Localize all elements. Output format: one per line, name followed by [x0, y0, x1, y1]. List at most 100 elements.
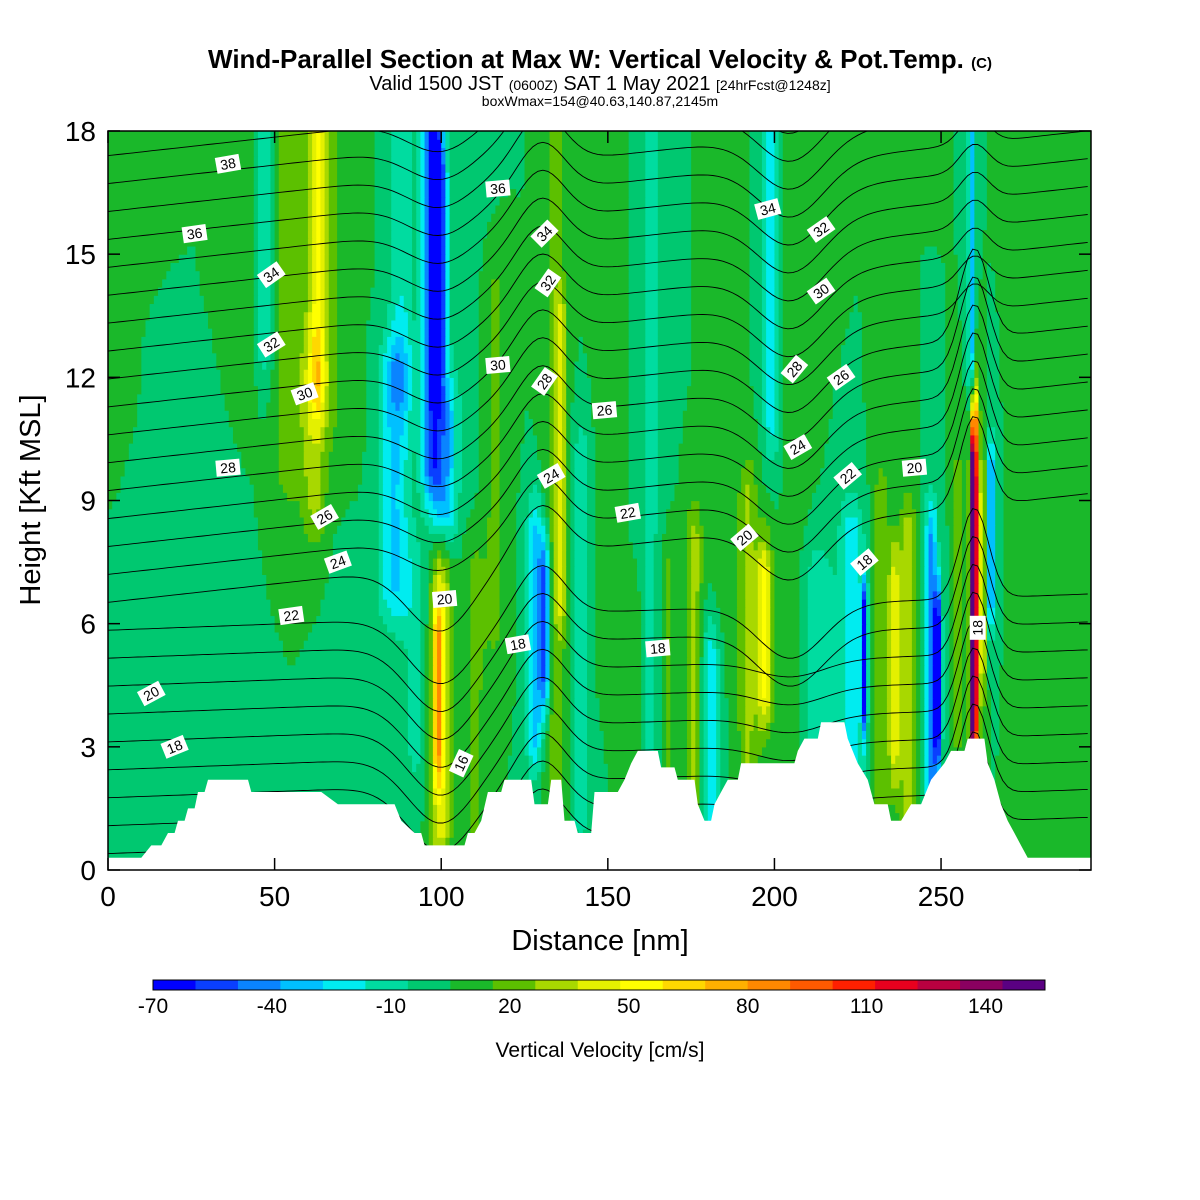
w-cell	[720, 738, 730, 748]
w-cell	[716, 640, 726, 649]
w-cell	[995, 516, 1005, 526]
w-cell	[870, 574, 876, 584]
w-cell	[420, 681, 426, 690]
w-cell	[499, 385, 551, 395]
w-cell	[337, 525, 380, 534]
w-cell	[666, 746, 671, 756]
w-cell	[391, 344, 405, 354]
w-cell	[437, 508, 451, 518]
w-cell	[278, 336, 305, 346]
w-cell	[982, 270, 988, 280]
w-cell	[549, 443, 555, 452]
w-cell	[978, 713, 984, 723]
w-cell	[945, 672, 950, 682]
w-cell	[986, 615, 996, 625]
w-cell	[595, 664, 642, 674]
w-cell	[953, 500, 963, 510]
w-cell	[920, 278, 946, 288]
w-cell	[424, 336, 430, 346]
w-cell	[482, 672, 517, 682]
w-cell	[861, 574, 867, 584]
w-cell	[661, 599, 667, 608]
w-cell	[557, 385, 563, 395]
w-cell	[162, 278, 201, 288]
w-cell	[595, 443, 630, 452]
w-cell	[478, 295, 492, 305]
w-cell	[587, 459, 596, 469]
w-cell	[424, 213, 430, 222]
w-cell	[932, 525, 938, 534]
w-cell	[441, 303, 446, 313]
w-cell	[470, 763, 480, 773]
w-cell	[1003, 541, 1091, 551]
w-cell	[549, 607, 555, 617]
w-cell	[557, 623, 563, 633]
w-cell	[782, 328, 846, 337]
w-cell	[920, 508, 925, 518]
w-cell	[953, 229, 967, 239]
w-cell	[970, 204, 975, 214]
w-cell	[728, 705, 738, 715]
w-cell	[445, 401, 451, 411]
w-cell	[320, 336, 326, 346]
w-cell	[562, 705, 571, 715]
w-cell	[811, 549, 826, 559]
w-cell	[428, 566, 434, 575]
w-cell	[412, 204, 417, 214]
w-cell	[899, 779, 905, 789]
w-cell	[699, 508, 738, 518]
w-cell	[991, 771, 996, 781]
w-cell	[312, 237, 317, 247]
w-cell	[445, 541, 463, 551]
w-cell	[749, 516, 767, 526]
w-cell	[445, 484, 451, 493]
w-cell	[966, 574, 971, 584]
w-cell	[782, 204, 955, 214]
w-cell	[761, 615, 767, 625]
w-cell	[866, 697, 871, 707]
w-cell	[437, 607, 442, 617]
w-cell	[866, 401, 921, 411]
w-cell	[911, 681, 917, 690]
w-cell	[670, 631, 688, 641]
w-cell	[574, 640, 588, 649]
w-cell	[999, 689, 1091, 699]
w-cell	[570, 705, 576, 715]
w-cell	[553, 623, 559, 633]
w-cell	[870, 664, 876, 674]
w-cell	[407, 746, 421, 756]
w-cell	[666, 557, 671, 567]
w-cell	[453, 508, 459, 518]
w-cell	[766, 599, 771, 608]
w-cell	[986, 311, 1000, 321]
w-cell	[391, 245, 413, 255]
w-cell	[416, 237, 421, 247]
w-cell	[736, 566, 746, 575]
w-cell	[320, 369, 326, 378]
w-cell	[920, 377, 946, 387]
w-cell	[920, 533, 925, 543]
w-cell	[782, 385, 834, 395]
w-cell	[745, 664, 759, 674]
w-cell	[720, 730, 730, 740]
w-cell	[532, 557, 538, 567]
w-cell	[378, 459, 384, 469]
w-cell	[499, 574, 517, 584]
w-cell	[695, 681, 701, 690]
w-cell	[974, 229, 984, 239]
w-cell	[595, 631, 642, 641]
w-cell	[303, 377, 309, 387]
w-cell	[870, 541, 876, 551]
w-cell	[428, 221, 442, 231]
w-cell	[574, 664, 588, 674]
w-cell	[999, 681, 1091, 690]
w-cell	[970, 237, 975, 247]
w-cell	[761, 360, 767, 370]
w-cell	[541, 615, 546, 625]
w-cell	[978, 705, 984, 715]
w-cell	[978, 599, 984, 608]
w-cell	[337, 401, 367, 411]
w-cell	[974, 328, 988, 337]
w-cell	[516, 557, 526, 567]
w-cell	[557, 508, 563, 518]
